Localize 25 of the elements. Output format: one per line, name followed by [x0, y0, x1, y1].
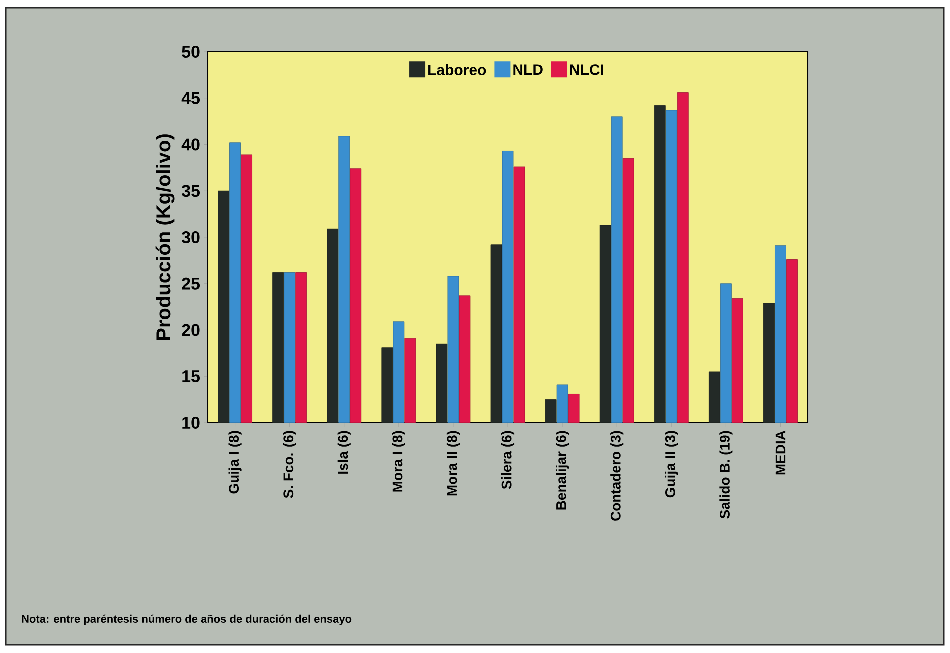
legend-label: NLCI: [570, 64, 604, 76]
x-tick-label: Silera (6): [501, 431, 515, 490]
y-tick-label: 35: [182, 185, 200, 198]
y-tick-label: 25: [182, 278, 200, 290]
y-tick-label: 50: [182, 46, 200, 58]
x-tick-label: Benalijar (6): [556, 431, 570, 510]
x-tick-label: Guija II (3): [665, 431, 678, 498]
x-tick-label: S. Fco. (6): [283, 431, 296, 498]
y-axis-title: Producción (Kg/olivo): [156, 134, 175, 340]
x-tick-label: Mora I (8): [392, 431, 406, 492]
x-tick-label: Contadero (3): [610, 431, 624, 521]
x-tick-label: Isla (6): [338, 431, 351, 474]
y-tick-label: 15: [182, 370, 200, 383]
y-tick-label: 10: [182, 416, 200, 430]
y-tick-label: 20: [182, 324, 200, 336]
y-tick-label: 45: [182, 92, 200, 104]
x-tick-label: Salido B. (19): [720, 431, 733, 519]
legend-label: NLD: [514, 64, 543, 76]
x-tick-label: Guija I (8): [228, 431, 242, 494]
x-tick-label: MEDIA: [776, 430, 786, 475]
legend-label: Laboreo: [428, 64, 486, 76]
y-tick-label: 30: [182, 231, 200, 244]
text: Nota: entre paréntesis número de años de duración del ensayo: [22, 614, 352, 626]
x-tick-label: Mora II (8): [446, 431, 460, 496]
y-tick-label: 40: [182, 138, 200, 151]
